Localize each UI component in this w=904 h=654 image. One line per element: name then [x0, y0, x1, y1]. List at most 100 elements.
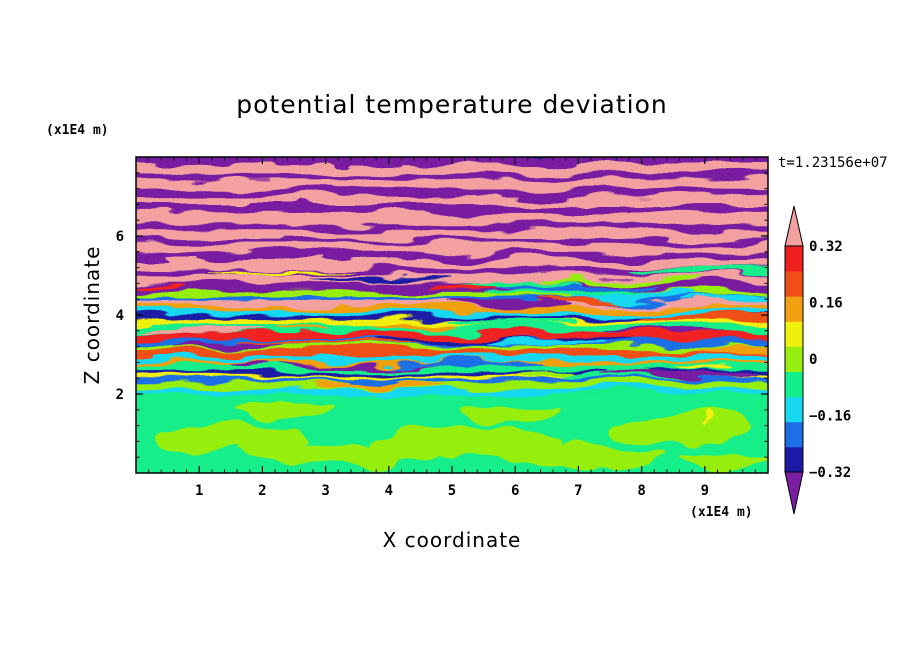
- x-unit-label: (x1E4 m): [690, 505, 753, 520]
- colorbar-frame: [784, 245, 804, 473]
- colorbar-label: 0: [809, 352, 817, 368]
- band: [136, 388, 768, 395]
- streak: [350, 378, 397, 386]
- x-tick-label: 4: [385, 483, 393, 499]
- band: [136, 370, 768, 375]
- streak: [269, 326, 325, 331]
- band: [136, 331, 768, 340]
- band: [136, 380, 768, 389]
- streak: [553, 338, 630, 342]
- colorbar-segment: [785, 246, 803, 272]
- band: [136, 162, 768, 174]
- streak: [178, 272, 318, 279]
- x-tick-label: 1: [195, 483, 203, 499]
- band: [136, 363, 768, 371]
- band: [136, 305, 768, 311]
- streak: [601, 330, 727, 334]
- streak: [226, 361, 271, 366]
- streak: [277, 295, 347, 301]
- colorbar-label: 0.16: [809, 296, 843, 312]
- band: [136, 267, 768, 276]
- colorbar-segment: [785, 271, 803, 297]
- band: [136, 310, 768, 316]
- band: [136, 289, 768, 297]
- streak: [208, 269, 360, 273]
- band: [136, 188, 768, 198]
- band-edge: [116, 152, 788, 154]
- streak: [682, 297, 768, 302]
- streak: [630, 354, 768, 360]
- band: [136, 196, 768, 205]
- colorbar-segment: [785, 421, 803, 448]
- streak: [634, 315, 768, 322]
- streak: [447, 299, 572, 306]
- x-axis: 1 2 3 4 5 6 7 8 9: [148, 157, 756, 499]
- x-tick-label: 3: [321, 483, 329, 499]
- blob: [700, 416, 709, 427]
- streak: [532, 297, 622, 301]
- x-tick-label: 5: [448, 483, 456, 499]
- band: [136, 274, 768, 284]
- streak: [235, 341, 423, 346]
- x-tick-label: 8: [637, 483, 645, 499]
- y-tick-label: 4: [116, 308, 124, 324]
- y-axis-label: Z coordinate: [80, 246, 104, 385]
- time-label: t=1.23156e+07: [778, 155, 888, 171]
- streak: [488, 289, 647, 295]
- band: [136, 228, 768, 239]
- colorbar-max-extension: [784, 205, 804, 247]
- band: [136, 212, 768, 223]
- band: [136, 258, 768, 269]
- x-tick-label: 2: [258, 483, 266, 499]
- streak: [499, 285, 660, 291]
- x-axis-label: X coordinate: [383, 528, 522, 552]
- band: [136, 237, 768, 244]
- colorbar-min-extension: [784, 471, 804, 515]
- x-tick-label: 7: [574, 483, 582, 499]
- y-unit-label: (x1E4 m): [46, 123, 109, 138]
- streak: [689, 372, 762, 378]
- colorbar-segment: [785, 396, 803, 423]
- streak: [172, 344, 288, 349]
- streak: [368, 323, 453, 329]
- blob: [224, 401, 339, 418]
- plot-area: [116, 152, 788, 473]
- streak: [674, 366, 738, 370]
- band: [136, 373, 768, 378]
- colorbar-segment: [785, 346, 803, 372]
- blob: [464, 403, 566, 424]
- colorbar-segment: [785, 446, 803, 473]
- chart-title: potential temperature deviation: [236, 90, 667, 119]
- streak: [136, 284, 184, 290]
- colorbar-segment: [785, 296, 803, 322]
- band: [136, 349, 768, 357]
- band: [136, 172, 768, 180]
- colorbar-label: −0.16: [809, 409, 851, 425]
- streak: [443, 319, 581, 325]
- colorbar-label: −0.32: [809, 465, 851, 481]
- blob: [610, 413, 750, 446]
- streak: [569, 292, 699, 299]
- streak: [540, 278, 703, 284]
- x-tick-label: 6: [511, 483, 519, 499]
- streak: [309, 277, 447, 282]
- band: [136, 355, 768, 361]
- band: [136, 178, 768, 190]
- streak: [390, 360, 545, 366]
- band: [136, 344, 768, 350]
- colorbar-segment: [785, 321, 803, 347]
- colorbar-segment: [785, 371, 803, 398]
- y-tick-label: 6: [116, 229, 124, 245]
- blob: [154, 423, 307, 452]
- band: [136, 222, 768, 229]
- band: [136, 252, 768, 260]
- band: [136, 376, 768, 382]
- band: [136, 204, 768, 213]
- band: [136, 324, 768, 333]
- streak: [630, 268, 768, 275]
- band: [136, 243, 768, 254]
- band: [136, 296, 768, 301]
- band: [136, 315, 768, 320]
- streak: [694, 346, 768, 353]
